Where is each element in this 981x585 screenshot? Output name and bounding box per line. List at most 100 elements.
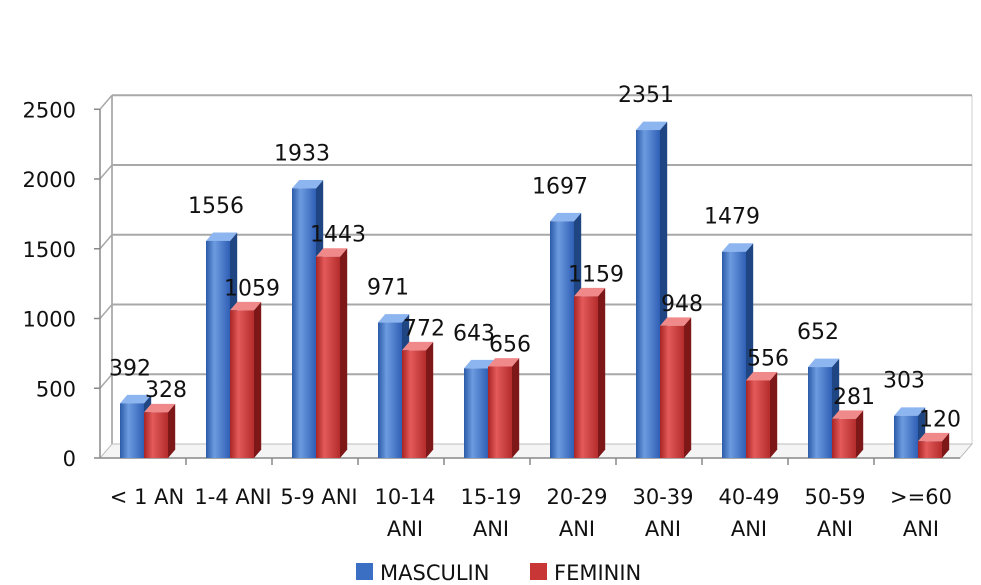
bar-feminin-1 bbox=[230, 301, 262, 458]
y-tick-label: 2500 bbox=[23, 98, 76, 122]
bar-top-face bbox=[402, 341, 434, 351]
gridline-side bbox=[99, 304, 113, 319]
bar-feminin-7 bbox=[746, 372, 778, 458]
bar-feminin-0 bbox=[144, 403, 176, 458]
x-tick-label: >=60 bbox=[890, 485, 952, 509]
legend-label: MASCULIN bbox=[380, 561, 489, 585]
bar-side-face bbox=[254, 301, 262, 458]
x-tick-label: ANI bbox=[645, 517, 681, 541]
bar-top-face bbox=[316, 248, 348, 257]
bar-side-face bbox=[598, 287, 606, 458]
bar-top-face bbox=[230, 301, 262, 311]
gridline-side bbox=[99, 234, 113, 250]
x-tick-label: ANI bbox=[903, 517, 939, 541]
bar-feminin-8 bbox=[832, 410, 864, 458]
data-label-masculin: 652 bbox=[797, 320, 839, 345]
bar-top-face bbox=[808, 358, 840, 368]
bar-feminin-6 bbox=[660, 317, 692, 458]
data-label-feminin: 1159 bbox=[568, 262, 624, 287]
bar-front-face bbox=[378, 322, 402, 458]
bar-front-face bbox=[746, 380, 770, 458]
bar-feminin-5 bbox=[574, 287, 606, 458]
legend-swatch bbox=[356, 563, 373, 580]
data-label-feminin: 1059 bbox=[224, 276, 280, 301]
bar-front-face bbox=[488, 366, 512, 458]
bar-side-face bbox=[426, 341, 434, 458]
data-label-feminin: 948 bbox=[661, 292, 703, 317]
bar-top-face bbox=[636, 121, 668, 131]
bar-front-face bbox=[550, 221, 574, 458]
legend-item-masculin: MASCULIN bbox=[356, 561, 489, 585]
bar-front-face bbox=[316, 256, 340, 458]
bar-masculin-6 bbox=[636, 121, 668, 458]
data-label-feminin: 328 bbox=[145, 378, 187, 403]
x-tick-label: 10-14 bbox=[374, 485, 435, 509]
bar-front-face bbox=[464, 368, 488, 458]
bar-top-face bbox=[144, 403, 176, 413]
y-tick-label: 2000 bbox=[23, 168, 76, 192]
data-label-feminin: 120 bbox=[919, 407, 961, 432]
data-label-masculin: 1556 bbox=[188, 194, 244, 219]
legend-label: FEMININ bbox=[554, 561, 641, 585]
data-label-masculin: 1479 bbox=[704, 205, 760, 230]
y-tick-label: 0 bbox=[63, 447, 76, 471]
y-axis-ticks: 0 500 1000 1500 2000 2500 bbox=[23, 98, 100, 471]
bar-top-face bbox=[574, 287, 606, 297]
x-tick-label: ANI bbox=[559, 517, 595, 541]
x-tick-label: 20-29 bbox=[546, 485, 607, 509]
bar-side-face bbox=[856, 410, 864, 458]
gridline-side bbox=[99, 164, 113, 180]
x-tick-label: 5-9 ANI bbox=[280, 485, 357, 509]
bar-top-face bbox=[894, 407, 926, 416]
bar-front-face bbox=[808, 367, 832, 458]
data-label-feminin: 1443 bbox=[310, 223, 366, 248]
bar-front-face bbox=[144, 412, 168, 458]
bar-top-face bbox=[120, 394, 152, 404]
legend: MASCULIN FEMININ bbox=[356, 561, 641, 585]
x-tick-label: ANI bbox=[731, 517, 767, 541]
x-tick-label: 40-49 bbox=[718, 485, 779, 509]
data-label-masculin: 971 bbox=[367, 276, 409, 301]
data-label-feminin: 772 bbox=[403, 316, 445, 341]
bar-front-face bbox=[402, 350, 426, 458]
bar-side-face bbox=[770, 372, 778, 458]
bar-front-face bbox=[230, 310, 254, 458]
data-label-masculin: 2351 bbox=[618, 83, 674, 108]
x-tick-label: ANI bbox=[387, 517, 423, 541]
bar-top-face bbox=[746, 372, 778, 381]
data-label-masculin: 303 bbox=[883, 369, 925, 394]
x-tick-label: 50-59 bbox=[804, 485, 865, 509]
bar-top-face bbox=[378, 314, 410, 323]
bar-front-face bbox=[206, 240, 230, 458]
bar-front-face bbox=[722, 251, 746, 458]
bar-top-face bbox=[464, 359, 496, 369]
bar-feminin-3 bbox=[402, 341, 434, 458]
bar-top-face bbox=[292, 179, 324, 189]
bar-front-face bbox=[660, 325, 684, 458]
data-label-masculin: 643 bbox=[453, 321, 495, 346]
bar-front-face bbox=[832, 418, 856, 458]
x-tick-label: 1-4 ANI bbox=[194, 485, 271, 509]
x-axis-ticks: < 1 AN 1-4 ANI 5-9 ANI 10-14 ANI 15-19 ANI 20-2… bbox=[110, 458, 952, 541]
bar-top-face bbox=[918, 432, 950, 442]
bar-top-face bbox=[488, 358, 520, 367]
bar-side-face bbox=[942, 432, 950, 458]
data-label-feminin: 281 bbox=[833, 385, 875, 410]
data-label-masculin: 392 bbox=[109, 356, 151, 381]
data-label-feminin: 556 bbox=[747, 346, 789, 371]
legend-item-feminin: FEMININ bbox=[530, 561, 641, 585]
bar-top-face bbox=[660, 317, 692, 326]
bar-front-face bbox=[574, 296, 598, 458]
x-tick-label: ANI bbox=[473, 517, 509, 541]
y-tick-label: 1000 bbox=[23, 308, 76, 332]
bar-front-face bbox=[120, 403, 144, 458]
x-tick-label: < 1 AN bbox=[110, 485, 184, 509]
bar-top-face bbox=[832, 410, 864, 419]
bar-front-face bbox=[292, 188, 316, 458]
x-tick-label: 30-39 bbox=[632, 485, 693, 509]
bar-side-face bbox=[168, 403, 176, 458]
bar-front-face bbox=[918, 441, 942, 458]
data-label-feminin: 656 bbox=[489, 332, 531, 357]
